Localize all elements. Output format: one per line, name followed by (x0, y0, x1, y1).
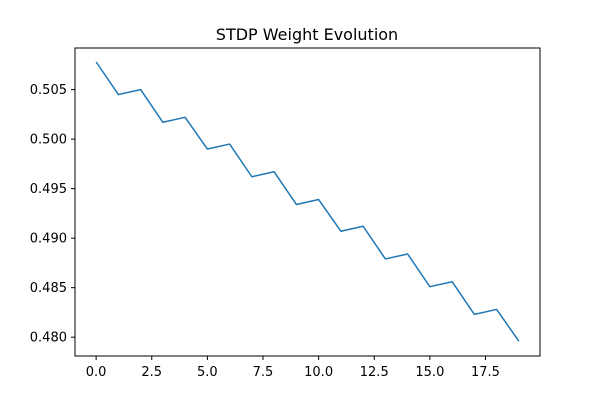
x-tick-label: 0.0 (86, 365, 107, 380)
y-tick-label: 0.505 (30, 83, 67, 98)
series-line (95, 61, 520, 342)
x-tick-label: 5.0 (197, 365, 218, 380)
y-tick-label: 0.495 (30, 182, 67, 197)
plot-frame (74, 47, 541, 357)
chart-title: STDP Weight Evolution (216, 25, 398, 44)
y-tick-label: 0.480 (30, 331, 67, 346)
y-tick-label: 0.500 (30, 133, 67, 148)
x-axis-ticks: 0.0 2.5 5.0 7.5 10.0 12.5 15.0 17.5 (86, 356, 500, 380)
series-layer (95, 61, 520, 342)
x-tick-label: 12.5 (360, 365, 389, 380)
x-tick-label: 15.0 (415, 365, 444, 380)
y-axis-ticks: 0.480 0.485 0.490 0.495 0.500 0.505 (30, 83, 75, 346)
x-tick-label: 2.5 (141, 365, 162, 380)
y-tick-label: 0.485 (30, 281, 67, 296)
x-tick-label: 7.5 (253, 365, 274, 380)
x-tick-label: 17.5 (471, 365, 500, 380)
x-tick-label: 10.0 (304, 365, 333, 380)
y-tick-label: 0.490 (30, 232, 67, 247)
